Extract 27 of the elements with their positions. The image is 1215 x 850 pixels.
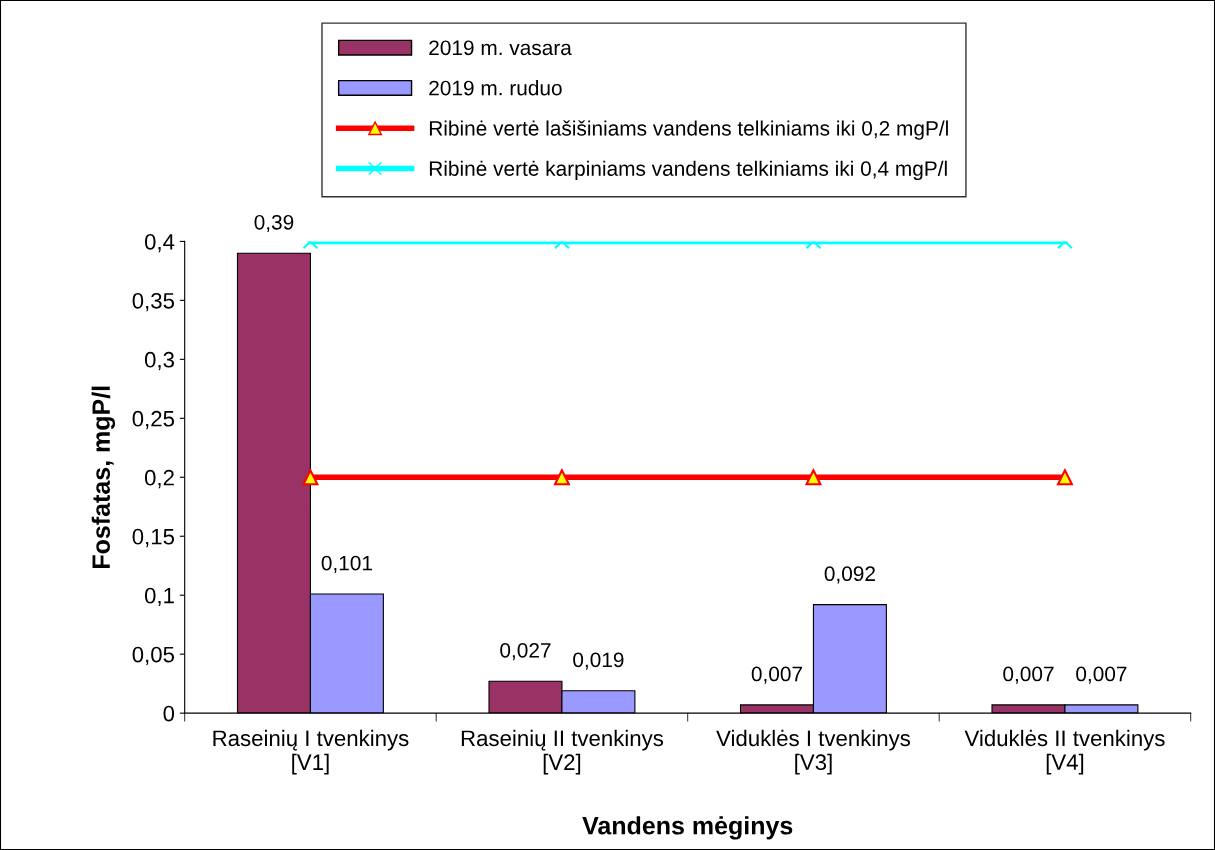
data-label: 0,092 — [824, 566, 875, 584]
legend-label: 2019 m. ruduo — [429, 80, 562, 96]
y-tick-label: 0,1 — [144, 587, 174, 607]
y-tick-label: 0,05 — [132, 646, 175, 666]
legend-label: 2019 m. vasara — [429, 40, 572, 56]
x-tick-label: Raseinių I tvenkinys [V1] — [213, 729, 409, 775]
data-label: 0,007 — [751, 666, 802, 684]
y-axis-title: Fosfatas, mgP/l — [91, 386, 116, 568]
data-label: 0,007 — [1076, 666, 1127, 684]
x-axis-title: Vandens mėginys — [582, 816, 793, 840]
data-label: 0,39 — [254, 214, 294, 233]
data-label: 0,027 — [500, 642, 551, 661]
y-tick-label: 0,3 — [144, 351, 174, 371]
x-tick-label: Viduklės I tvenkinys [V3] — [716, 729, 911, 775]
y-tick-label: 0,2 — [144, 469, 174, 489]
y-tick-label: 0,35 — [132, 292, 175, 312]
y-tick-label: 0,4 — [144, 233, 175, 253]
legend-label: Ribinė vertė lašišiniams vandens telkiniams iki 0,2 mgP/l — [429, 120, 948, 140]
x-tick-label: Raseinių II tvenkinys [V2] — [461, 729, 664, 775]
y-tick-label: 0,15 — [132, 528, 175, 548]
y-tick-label: 0 — [163, 705, 175, 722]
data-label: 0,007 — [1003, 666, 1054, 684]
legend-label: Ribinė vertė karpiniams vandens telkiniams iki 0,4 mgP/l — [429, 160, 947, 181]
x-tick-label: Viduklės II tvenkinys [V4] — [964, 729, 1165, 775]
data-label: 0,019 — [573, 652, 624, 670]
data-label: 0,101 — [321, 555, 372, 573]
y-tick-label: 0,25 — [132, 410, 175, 430]
